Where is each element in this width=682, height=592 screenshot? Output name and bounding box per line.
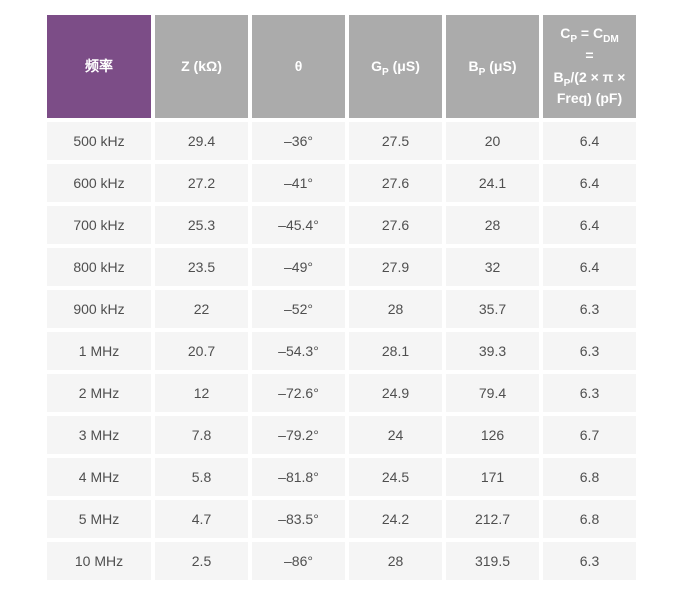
column-header-impedance: Z (kΩ)	[155, 15, 248, 118]
table-cell: 35.7	[446, 290, 539, 328]
table-cell: 20	[446, 122, 539, 160]
table-cell: 10 MHz	[47, 542, 151, 580]
table-cell: 6.4	[543, 248, 636, 286]
table-header: 频率 Z (kΩ) θ GP (μS) BP (μS) CP = CDM = BP/…	[47, 15, 636, 118]
table-cell: 600 kHz	[47, 164, 151, 202]
table-cell: 5 MHz	[47, 500, 151, 538]
table-row: 500 kHz 29.4 –36° 27.5 20 6.4	[47, 122, 636, 160]
table-body: 500 kHz 29.4 –36° 27.5 20 6.4 600 kHz 27.2 –41° 2…	[47, 122, 636, 580]
table-cell: 4 MHz	[47, 458, 151, 496]
table-cell: 39.3	[446, 332, 539, 370]
table-cell: 6.3	[543, 542, 636, 580]
table-cell: 126	[446, 416, 539, 454]
table-cell: –79.2°	[252, 416, 345, 454]
table-cell: 5.8	[155, 458, 248, 496]
table-cell: 6.8	[543, 500, 636, 538]
table-cell: 800 kHz	[47, 248, 151, 286]
table-cell: 7.8	[155, 416, 248, 454]
table-cell: 27.9	[349, 248, 442, 286]
table-cell: 28.1	[349, 332, 442, 370]
table-row: 4 MHz 5.8 –81.8° 24.5 171 6.8	[47, 458, 636, 496]
table-cell: 1 MHz	[47, 332, 151, 370]
table-cell: –54.3°	[252, 332, 345, 370]
column-header-cp: CP = CDM = BP/(2 × π × Freq) (pF)	[543, 15, 636, 118]
table-row: 10 MHz 2.5 –86° 28 319.5 6.3	[47, 542, 636, 580]
table-cell: 3 MHz	[47, 416, 151, 454]
table-cell: 700 kHz	[47, 206, 151, 244]
table-cell: 319.5	[446, 542, 539, 580]
table-cell: 6.3	[543, 374, 636, 412]
table-cell: 24.9	[349, 374, 442, 412]
table-cell: –49°	[252, 248, 345, 286]
table-cell: 24	[349, 416, 442, 454]
table-row: 1 MHz 20.7 –54.3° 28.1 39.3 6.3	[47, 332, 636, 370]
table-cell: 27.2	[155, 164, 248, 202]
table-cell: 24.1	[446, 164, 539, 202]
table-cell: 6.8	[543, 458, 636, 496]
column-header-bp: BP (μS)	[446, 15, 539, 118]
table-cell: 6.4	[543, 206, 636, 244]
column-header-gp: GP (μS)	[349, 15, 442, 118]
table-cell: 171	[446, 458, 539, 496]
table-cell: 27.6	[349, 206, 442, 244]
table-row: 800 kHz 23.5 –49° 27.9 32 6.4	[47, 248, 636, 286]
table-cell: 900 kHz	[47, 290, 151, 328]
table-row: 600 kHz 27.2 –41° 27.6 24.1 6.4	[47, 164, 636, 202]
table-cell: 28	[446, 206, 539, 244]
table-cell: 20.7	[155, 332, 248, 370]
table-cell: 32	[446, 248, 539, 286]
table-header-row: 频率 Z (kΩ) θ GP (μS) BP (μS) CP = CDM = BP/…	[47, 15, 636, 118]
table-cell: 500 kHz	[47, 122, 151, 160]
impedance-table: 频率 Z (kΩ) θ GP (μS) BP (μS) CP = CDM = BP/…	[43, 11, 640, 584]
table-row: 5 MHz 4.7 –83.5° 24.2 212.7 6.8	[47, 500, 636, 538]
table-cell: –83.5°	[252, 500, 345, 538]
table-cell: 22	[155, 290, 248, 328]
table-cell: –52°	[252, 290, 345, 328]
table-cell: 2 MHz	[47, 374, 151, 412]
table-cell: 24.2	[349, 500, 442, 538]
table-cell: 2.5	[155, 542, 248, 580]
table-cell: 24.5	[349, 458, 442, 496]
table-cell: –45.4°	[252, 206, 345, 244]
table-cell: 28	[349, 542, 442, 580]
column-header-frequency: 频率	[47, 15, 151, 118]
table-row: 900 kHz 22 –52° 28 35.7 6.3	[47, 290, 636, 328]
table-cell: –41°	[252, 164, 345, 202]
table-cell: 4.7	[155, 500, 248, 538]
table-cell: 28	[349, 290, 442, 328]
table-cell: 6.4	[543, 164, 636, 202]
table-cell: 25.3	[155, 206, 248, 244]
table-cell: –36°	[252, 122, 345, 160]
table-cell: 23.5	[155, 248, 248, 286]
table-cell: 6.4	[543, 122, 636, 160]
table-cell: –86°	[252, 542, 345, 580]
table-cell: 12	[155, 374, 248, 412]
table-row: 2 MHz 12 –72.6° 24.9 79.4 6.3	[47, 374, 636, 412]
table-cell: –72.6°	[252, 374, 345, 412]
table-cell: 6.7	[543, 416, 636, 454]
table-row: 3 MHz 7.8 –79.2° 24 126 6.7	[47, 416, 636, 454]
table-cell: 6.3	[543, 332, 636, 370]
column-header-theta: θ	[252, 15, 345, 118]
table-cell: 27.5	[349, 122, 442, 160]
table-cell: 6.3	[543, 290, 636, 328]
table-cell: 79.4	[446, 374, 539, 412]
table-cell: 212.7	[446, 500, 539, 538]
table-cell: –81.8°	[252, 458, 345, 496]
table-row: 700 kHz 25.3 –45.4° 27.6 28 6.4	[47, 206, 636, 244]
table-cell: 29.4	[155, 122, 248, 160]
table-cell: 27.6	[349, 164, 442, 202]
